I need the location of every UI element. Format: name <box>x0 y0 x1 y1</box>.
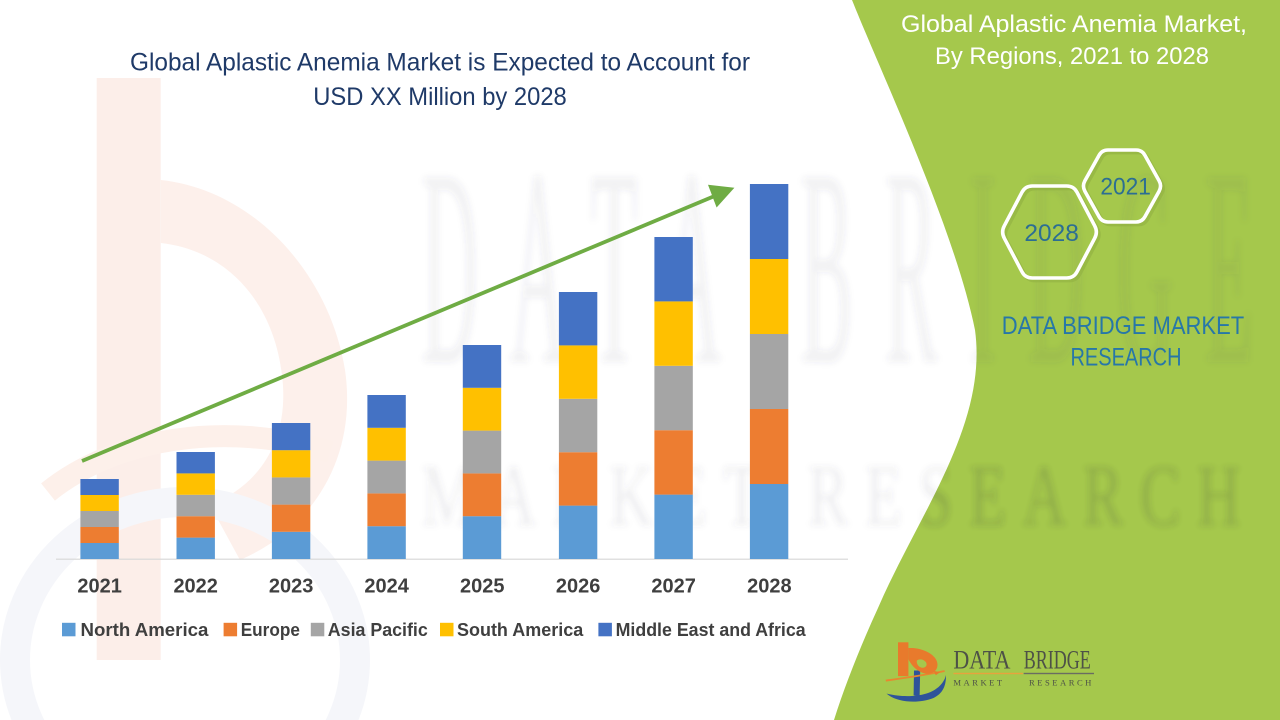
svg-text:Global Aplastic Anemia Market,: Global Aplastic Anemia Market, <box>901 11 1247 38</box>
svg-text:USD XX Million by 2028: USD XX Million by 2028 <box>313 83 567 111</box>
svg-text:2024: 2024 <box>364 576 409 598</box>
svg-text:DATA BRIDGE: DATA BRIDGE <box>422 111 1280 423</box>
svg-text:2028: 2028 <box>747 576 792 598</box>
svg-text:RESEARCH: RESEARCH <box>1071 344 1182 372</box>
svg-text:2027: 2027 <box>651 576 696 598</box>
svg-text:2021: 2021 <box>1100 174 1151 201</box>
svg-text:2022: 2022 <box>173 576 218 598</box>
svg-text:MARKET: MARKET <box>953 677 1004 687</box>
svg-text:DATA: DATA <box>953 645 1010 675</box>
svg-text:2025: 2025 <box>460 576 505 598</box>
svg-text:2021: 2021 <box>77 576 122 598</box>
svg-text:RESEARCH: RESEARCH <box>1029 677 1094 687</box>
svg-text:By Regions, 2021 to 2028: By Regions, 2021 to 2028 <box>935 43 1209 70</box>
svg-text:Global Aplastic Anemia Market: Global Aplastic Anemia Market is Expecte… <box>130 49 750 77</box>
svg-text:DATA BRIDGE MARKET: DATA BRIDGE MARKET <box>1002 312 1244 340</box>
svg-text:South America: South America <box>457 620 584 640</box>
svg-text:Europe: Europe <box>241 620 300 640</box>
svg-text:2026: 2026 <box>556 576 601 598</box>
svg-text:Asia Pacific: Asia Pacific <box>328 620 428 640</box>
svg-text:North America: North America <box>81 620 210 640</box>
svg-text:BRIDGE: BRIDGE <box>1024 645 1091 675</box>
svg-text:Middle East and Africa: Middle East and Africa <box>616 620 807 640</box>
svg-text:2028: 2028 <box>1024 220 1078 247</box>
svg-text:2023: 2023 <box>269 576 314 598</box>
svg-text:MARKET RESEARCH: MARKET RESEARCH <box>422 448 1258 545</box>
